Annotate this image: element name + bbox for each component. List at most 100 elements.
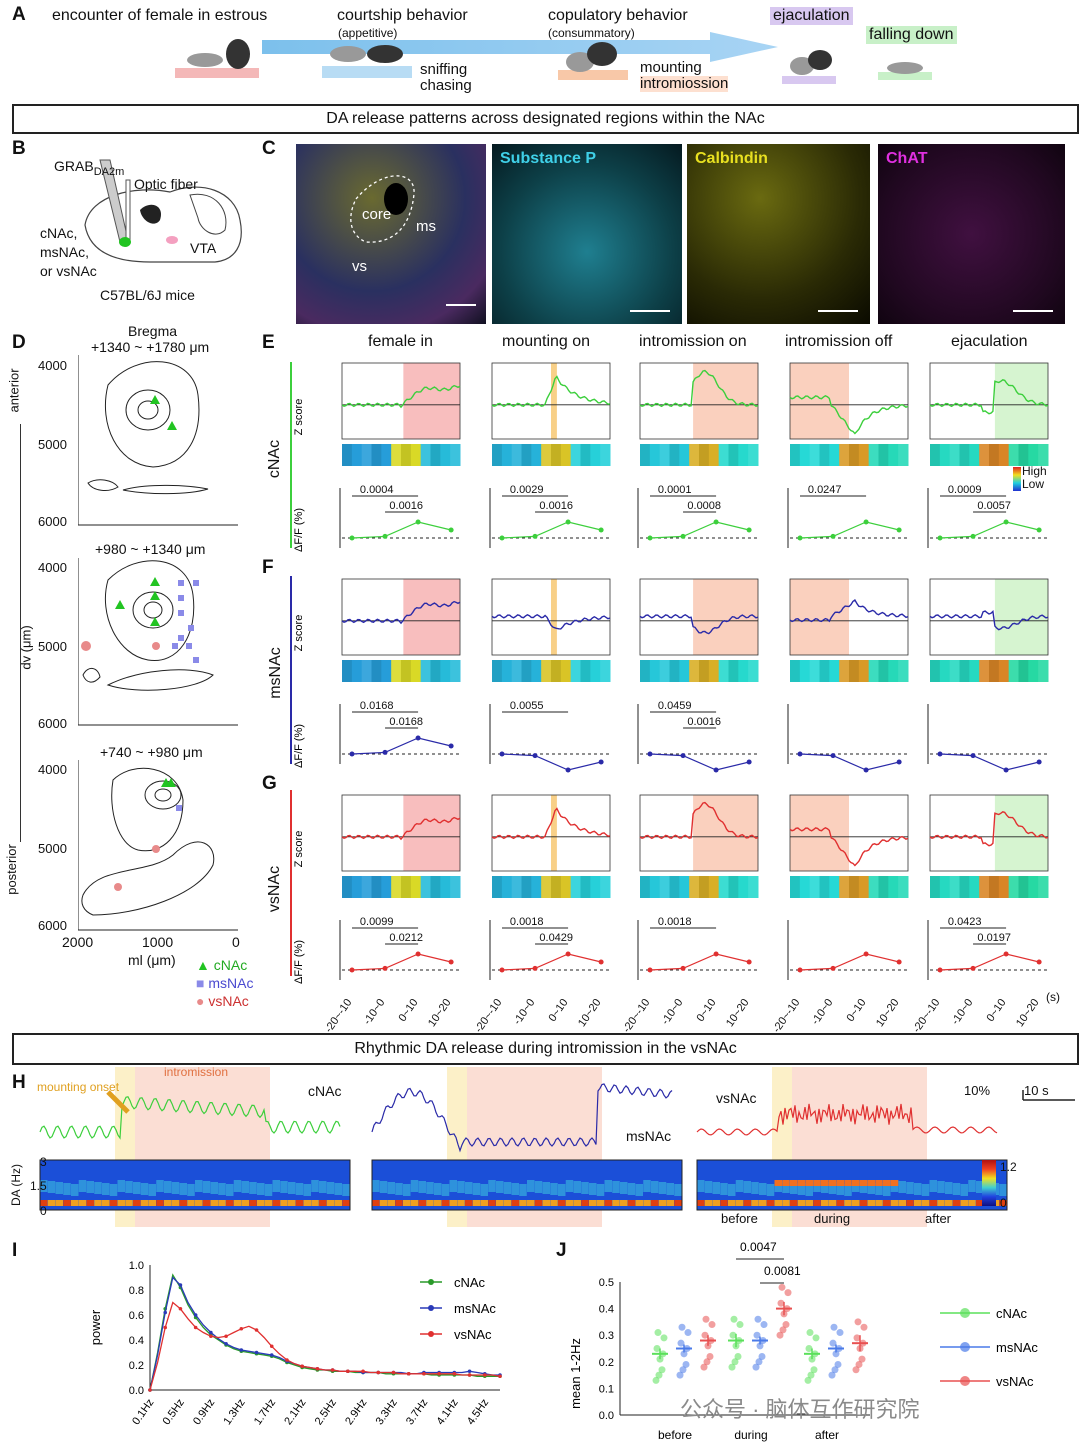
data-point-msNAc [755, 1358, 763, 1366]
spectrogram-frame [39, 1159, 351, 1211]
dff-point [349, 751, 355, 757]
heatmap-block [979, 876, 990, 898]
heatmap-block [888, 444, 899, 466]
heatmap-block [640, 444, 651, 466]
data-point-msNAc [679, 1366, 687, 1374]
spectrogram-cell [704, 1181, 713, 1193]
spectrogram-cell [867, 1182, 875, 1194]
series-point-msNAc [239, 1348, 244, 1352]
dff-point [937, 535, 943, 541]
bin-label: -20~-10 [323, 997, 355, 1035]
spectrogram-band [906, 1200, 914, 1206]
heatmap-block [989, 660, 1000, 682]
event-window [551, 795, 557, 871]
ytick: 6000 [38, 514, 67, 529]
dff-point [830, 753, 836, 759]
heatmap-block [679, 876, 690, 898]
dff-point [382, 749, 388, 755]
spectrogram-cell [875, 1183, 883, 1195]
heatmap-block [819, 876, 830, 898]
core-label: core [362, 206, 392, 223]
bin-label: -10~0 [659, 997, 685, 1027]
heatmap-block [361, 876, 372, 898]
dff-point [970, 753, 976, 759]
bin-label: -10~0 [361, 997, 387, 1027]
spectrogram-band [418, 1200, 426, 1206]
x-tick: 0.5Hz [161, 1397, 187, 1427]
data-point-msNAc [678, 1323, 686, 1331]
scale-percent: 10% [964, 1083, 991, 1098]
panel-label-h: H [12, 1072, 26, 1093]
spectrogram-band [403, 1200, 411, 1206]
data-point-vsNAc [700, 1363, 708, 1371]
phase-after: after [925, 1211, 952, 1226]
heatmap-block [689, 660, 700, 682]
spectrogram-cell [627, 1183, 636, 1195]
heatmap-block [501, 876, 513, 898]
series-point-vsNAc [254, 1328, 259, 1332]
spectrogram-band [410, 1200, 419, 1206]
dff-line [799, 953, 900, 971]
series-line-msNAc [149, 1276, 500, 1391]
heatmap-block [989, 444, 1000, 466]
dff-point [863, 767, 869, 773]
rhythm-band [821, 1180, 829, 1186]
spectrogram-cell [195, 1180, 203, 1192]
stage-copulatory: copulatory behavior [548, 7, 688, 24]
heatmap-scale: High Low [1022, 464, 1047, 491]
spectrogram-band [651, 1200, 659, 1206]
heatmap-block [351, 660, 363, 682]
spectrogram-cell [311, 1180, 319, 1192]
spectrogram-band [288, 1200, 296, 1206]
spectrogram-cell [226, 1184, 234, 1196]
spectrogram-band [272, 1200, 280, 1206]
dff-line [351, 953, 452, 971]
legend-msnac: ■ msNAc [196, 975, 254, 991]
spectrogram-cell [102, 1183, 110, 1195]
x-tick: 3.7Hz [404, 1397, 430, 1427]
heatmap-block [898, 660, 909, 682]
heatmap-block [511, 876, 522, 898]
bin-label: -20~-10 [473, 997, 505, 1035]
panel-label-e: E [262, 332, 275, 353]
stage-falling: falling down [866, 26, 957, 44]
spectrogram-band [156, 1200, 164, 1206]
heatmap-block [989, 876, 1000, 898]
event-title-intromission-off: intromission off [785, 333, 893, 350]
group-label: during [734, 1428, 767, 1442]
heatmap-block [998, 660, 1010, 682]
dff-point [830, 533, 836, 539]
heatmap-block [949, 660, 960, 682]
event-window [403, 579, 460, 655]
spectrogram-band [441, 1200, 450, 1206]
data-point-msNAc [829, 1339, 837, 1347]
spectrogram-band [704, 1200, 713, 1206]
series-point-vsNAc [437, 1371, 441, 1376]
zscore-trace [789, 598, 909, 623]
spectrogram-band [735, 1200, 744, 1206]
series-point-vsNAc [452, 1371, 457, 1376]
bregma-label: Bregma [128, 323, 178, 339]
data-point-vsNAc [854, 1318, 862, 1326]
heatmap-block [799, 660, 811, 682]
data-point-cNAc [736, 1321, 744, 1329]
trace-frame [929, 362, 1049, 440]
spectrogram-band [40, 1200, 48, 1206]
data-point-vsNAc [860, 1323, 868, 1331]
data-point-msNAc [828, 1371, 836, 1379]
data-point-vsNAc [706, 1352, 714, 1360]
scale-bar [818, 310, 858, 312]
section-label-2: +980 ~ +1340 μm [95, 541, 206, 557]
p-value: 0.0009 [948, 484, 982, 496]
heatmap-block [659, 876, 670, 898]
spectrogram-band [195, 1200, 203, 1206]
spectrogram-band [210, 1200, 218, 1206]
spectrogram-band [612, 1200, 620, 1206]
heatmap-block [738, 876, 749, 898]
spectrogram-band [581, 1200, 589, 1206]
stage-appetitive: (appetitive) [338, 26, 398, 40]
heatmap-block [959, 444, 970, 466]
spectrogram-band [960, 1200, 968, 1206]
section-banner-2: Rhythmic DA release during intromission … [12, 1033, 1079, 1065]
p-value: 0.0001 [658, 484, 692, 496]
